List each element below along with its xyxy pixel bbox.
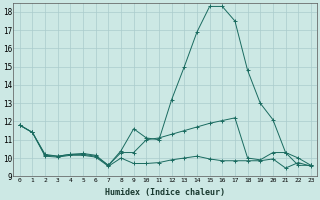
X-axis label: Humidex (Indice chaleur): Humidex (Indice chaleur) (105, 188, 225, 197)
